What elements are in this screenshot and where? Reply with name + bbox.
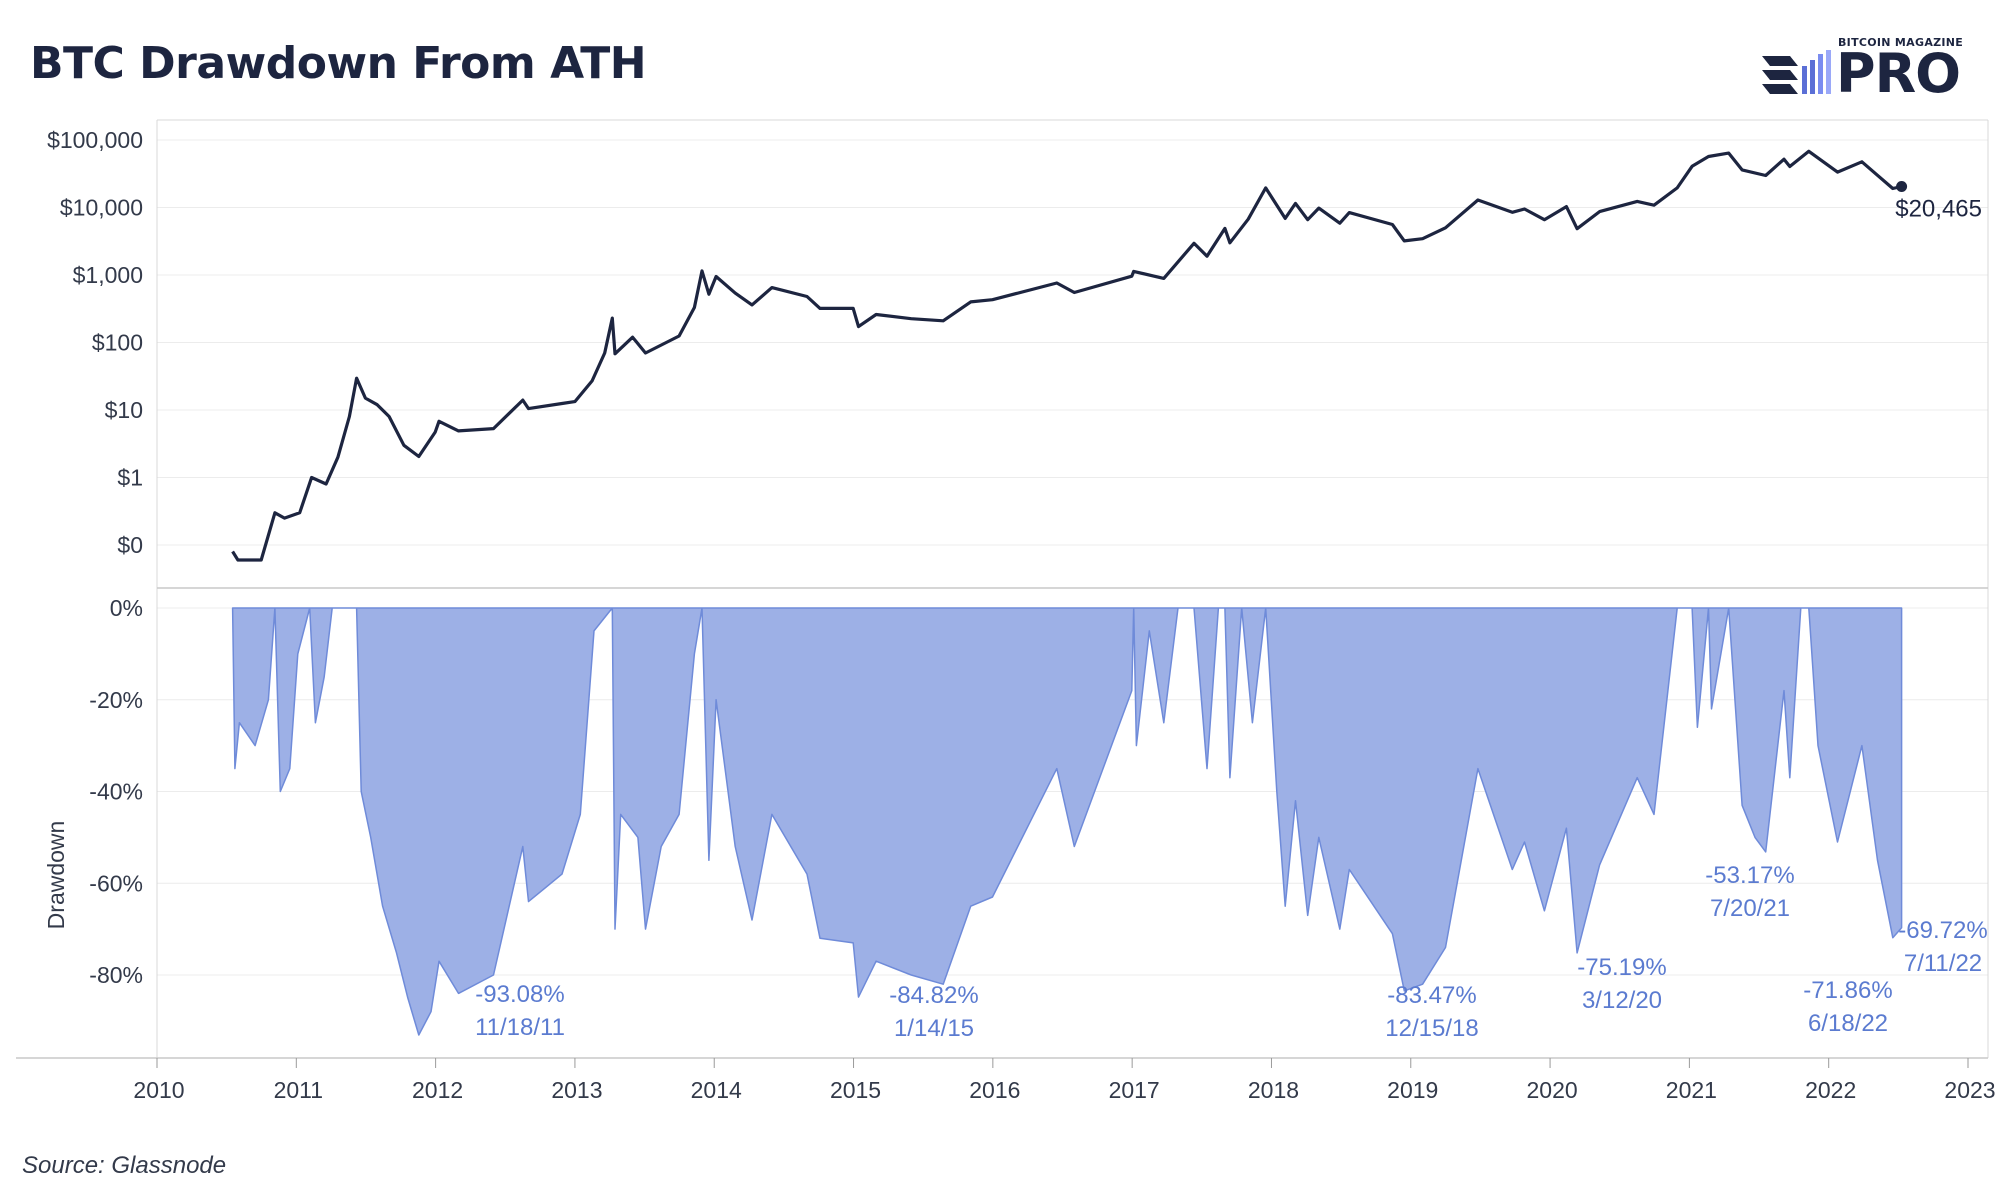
drawdown-axis-label: Drawdown	[43, 821, 69, 930]
chart-frame	[16, 119, 1989, 1059]
price-tick-label: $1	[117, 465, 143, 491]
x-tick-label: 2014	[691, 1077, 742, 1103]
price-line	[231, 149, 1902, 562]
logo-small-text: BITCOIN MAGAZINE	[1838, 36, 1964, 49]
price-tick-label: $0	[117, 532, 143, 558]
x-tick-label: 2019	[1387, 1077, 1438, 1103]
price-y-axis: $0 $1 $10 $100 $1,000 $10,000 $100,000	[47, 127, 143, 558]
drawdown-y-axis: 0% -20% -40% -60% -80%	[89, 595, 143, 988]
drawdown-tick-label: -60%	[89, 870, 143, 896]
x-tick-label: 2011	[274, 1077, 323, 1103]
price-tick-label: $100	[92, 330, 143, 356]
chart-title: BTC Drawdown From ATH	[30, 38, 647, 89]
x-tick-label: 2017	[1109, 1077, 1160, 1103]
annotation-value: -93.08%	[475, 981, 564, 1008]
drawdown-area	[231, 607, 1903, 1036]
x-tick-label: 2012	[412, 1077, 463, 1103]
x-tick-label: 2020	[1526, 1077, 1577, 1103]
annotation-value: -53.17%	[1705, 862, 1794, 889]
x-tick-label: 2018	[1248, 1077, 1299, 1103]
x-tick-label: 2023	[1944, 1077, 1995, 1103]
drawdown-annotations: -93.08% 11/18/11 -84.82% 1/14/15 -83.47% 12/1…	[475, 862, 1988, 1042]
price-tick-label: $1,000	[73, 262, 143, 288]
x-tick-label: 2022	[1805, 1077, 1856, 1103]
annotation-value: -75.19%	[1577, 954, 1666, 981]
logo-big-text: PRO	[1836, 42, 1961, 105]
x-tick-label: 2016	[969, 1077, 1020, 1103]
annotation-value: -83.47%	[1387, 982, 1476, 1009]
annotation-date: 11/18/11	[475, 1014, 565, 1041]
annotation-date: 7/20/21	[1710, 895, 1790, 922]
price-line-layer: $20,465	[231, 149, 1982, 562]
annotation-value: -71.86%	[1803, 977, 1892, 1004]
drawdown-tick-label: -80%	[89, 962, 143, 988]
annotation-date: 6/18/22	[1808, 1010, 1888, 1037]
last-price-point	[1896, 181, 1908, 193]
price-tick-label: $10	[105, 397, 143, 423]
x-tick-label: 2015	[830, 1077, 881, 1103]
annotation-date: 1/14/15	[894, 1015, 974, 1042]
annotation-value: -84.82%	[889, 982, 978, 1009]
logo-bars-icon	[1762, 50, 1831, 94]
price-tick-label: $100,000	[47, 127, 143, 153]
annotation-date: 12/15/18	[1385, 1015, 1478, 1042]
annotation-date: 7/11/22	[1904, 950, 1982, 977]
annotation-value: -69.72%	[1898, 917, 1987, 944]
x-tick-label: 2013	[551, 1077, 602, 1103]
annotation-date: 3/12/20	[1582, 987, 1662, 1014]
last-price-label: $20,465	[1895, 196, 1982, 223]
source-note: Source: Glassnode	[22, 1152, 227, 1179]
price-tick-label: $10,000	[60, 195, 143, 221]
x-tick-label: 2021	[1666, 1077, 1717, 1103]
x-axis: 2010 2011 2012 2013 2014 2015 2016 2017 2018 2019…	[133, 1058, 1996, 1103]
drawdown-tick-label: -40%	[89, 779, 143, 805]
drawdown-tick-label: 0%	[110, 595, 143, 621]
drawdown-tick-label: -20%	[89, 687, 143, 713]
drawdown-area-layer	[231, 607, 1903, 1036]
x-tick-label: 2010	[133, 1077, 184, 1103]
bitcoin-magazine-pro-logo: BITCOIN MAGAZINE PRO	[1760, 36, 1980, 106]
